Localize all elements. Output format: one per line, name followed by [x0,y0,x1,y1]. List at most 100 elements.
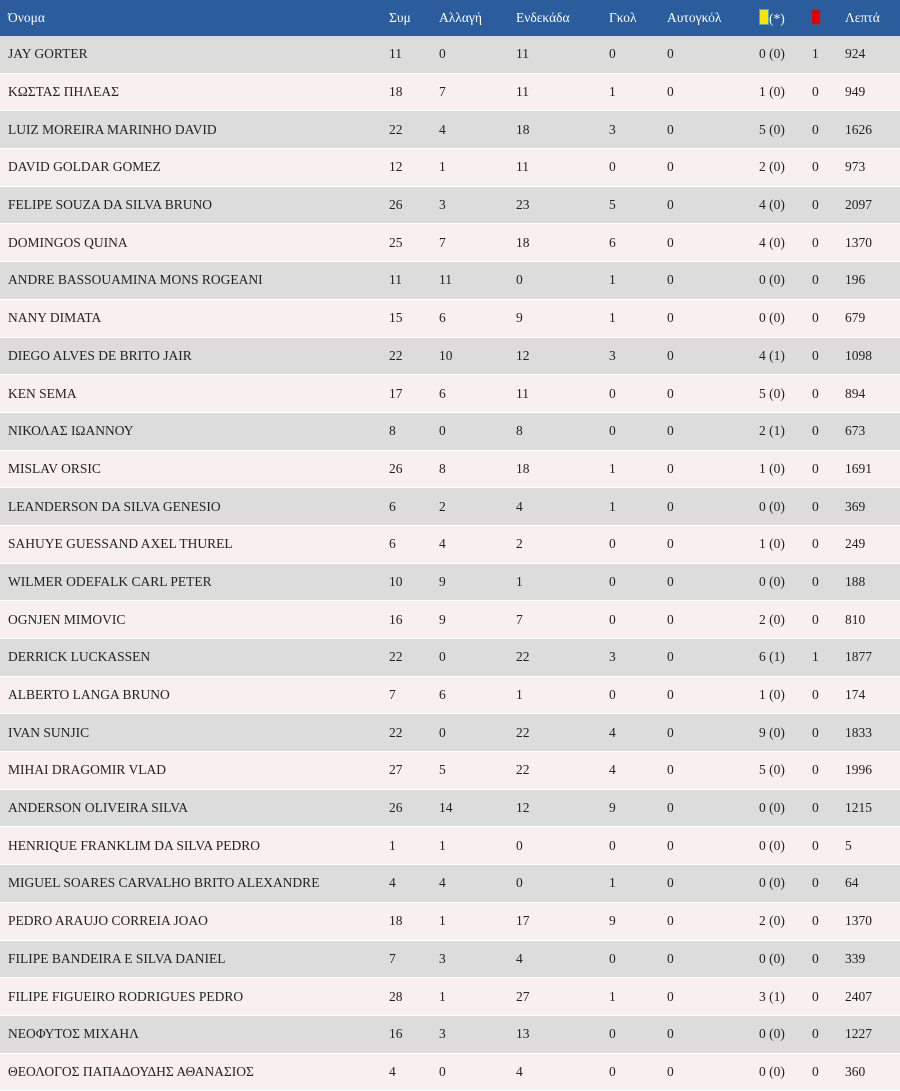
cell-apps: 6 [389,525,439,564]
cell-yellow-cards: 5 (0) [759,751,812,790]
cell-goals: 0 [609,563,667,602]
cell-apps: 25 [389,223,439,263]
cell-red-cards: 1 [812,36,845,74]
cell-starts: 7 [516,600,609,639]
cell-own-goals: 0 [667,148,759,187]
table-row: ANDRE BASSOUAMINA MONS ROGEANI 11 11 0 1 0 0 (… [0,261,900,300]
header-name[interactable]: Όνομα [0,0,389,36]
cell-goals: 0 [609,600,667,639]
cell-subs: 1 [439,977,516,1016]
cell-starts: 22 [516,713,609,753]
cell-subs: 6 [439,676,516,715]
cell-red-cards: 0 [812,1015,845,1054]
cell-red-cards: 0 [812,525,845,564]
cell-player-name[interactable]: FILIPE FIGUEIRO RODRIGUES PEDRO [0,977,389,1016]
header-own-goals[interactable]: Αυτογκόλ [667,0,759,36]
cell-starts: 11 [516,148,609,187]
cell-player-name[interactable]: ANDRE BASSOUAMINA MONS ROGEANI [0,261,389,300]
cell-player-name[interactable]: ANDERSON OLIVEIRA SILVA [0,789,389,828]
cell-player-name[interactable]: ΝΙΚΟΛΑΣ ΙΩΑΝΝΟΥ [0,412,389,451]
cell-player-name[interactable]: MISLAV ORSIC [0,450,389,489]
cell-player-name[interactable]: MIHAI DRAGOMIR VLAD [0,751,389,790]
cell-player-name[interactable]: DOMINGOS QUINA [0,223,389,263]
cell-apps: 11 [389,36,439,74]
cell-goals: 0 [609,148,667,187]
cell-player-name[interactable]: DAVID GOLDAR GOMEZ [0,148,389,187]
header-goals[interactable]: Γκολ [609,0,667,36]
cell-player-name[interactable]: ΘΕΟΛΟΓΟΣ ΠΑΠΑΔΟΥΔΗΣ ΑΘΑΝΑΣΙΟΣ [0,1053,389,1091]
cell-goals: 0 [609,36,667,74]
cell-player-name[interactable]: ΝΕΟΦΥΤΟΣ ΜΙΧΑΗΛ [0,1015,389,1054]
cell-minutes: 188 [845,563,900,602]
cell-subs: 6 [439,374,516,413]
cell-player-name[interactable]: ΚΩΣΤΑΣ ΠΗΛΕΑΣ [0,73,389,112]
cell-player-name[interactable]: FELIPE SOUZA DA SILVA BRUNO [0,186,389,225]
cell-player-name[interactable]: NANY DIMATA [0,299,389,338]
cell-apps: 26 [389,186,439,225]
cell-minutes: 973 [845,148,900,187]
cell-player-name[interactable]: MIGUEL SOARES CARVALHO BRITO ALEXANDRE [0,864,389,903]
header-starts[interactable]: Ενδεκάδα [516,0,609,36]
cell-own-goals: 0 [667,940,759,979]
cell-goals: 1 [609,299,667,338]
table-row: MISLAV ORSIC 26 8 18 1 0 1 (0) 0 1691 [0,450,900,489]
cell-own-goals: 0 [667,751,759,790]
cell-player-name[interactable]: WILMER ODEFALK CARL PETER [0,563,389,602]
cell-own-goals: 0 [667,864,759,903]
header-subs[interactable]: Αλλαγή [439,0,516,36]
cell-yellow-cards: 2 (0) [759,902,812,941]
cell-minutes: 949 [845,73,900,112]
cell-red-cards: 1 [812,638,845,677]
cell-red-cards: 0 [812,223,845,263]
table-row: FILIPE FIGUEIRO RODRIGUES PEDRO 28 1 27 1 0 3 … [0,977,900,1016]
cell-player-name[interactable]: LUIZ MOREIRA MARINHO DAVID [0,110,389,150]
table-row: IVAN SUNJIC 22 0 22 4 0 9 (0) 0 1833 [0,713,900,753]
cell-player-name[interactable]: KEN SEMA [0,374,389,413]
cell-subs: 0 [439,412,516,451]
cell-starts: 9 [516,299,609,338]
cell-apps: 4 [389,864,439,903]
cell-starts: 11 [516,73,609,112]
cell-apps: 26 [389,789,439,828]
cell-player-name[interactable]: JAY GORTER [0,36,389,74]
cell-player-name[interactable]: HENRIQUE FRANKLIM DA SILVA PEDRO [0,826,389,866]
cell-own-goals: 0 [667,638,759,677]
header-apps[interactable]: Συμ [389,0,439,36]
table-row: ALBERTO LANGA BRUNO 7 6 1 0 0 1 (0) 0 174 [0,676,900,715]
cell-player-name[interactable]: IVAN SUNJIC [0,713,389,753]
cell-goals: 0 [609,1053,667,1091]
header-minutes[interactable]: Λεπτά [845,0,900,36]
cell-player-name[interactable]: ALBERTO LANGA BRUNO [0,676,389,715]
cell-subs: 3 [439,1015,516,1054]
table-row: MIHAI DRAGOMIR VLAD 27 5 22 4 0 5 (0) 0 1996 [0,751,900,790]
table-row: DIEGO ALVES DE BRITO JAIR 22 10 12 3 0 4 (1) 0 1… [0,337,900,376]
cell-starts: 18 [516,223,609,263]
cell-player-name[interactable]: FILIPE BANDEIRA E SILVA DANIEL [0,940,389,979]
cell-starts: 1 [516,676,609,715]
cell-apps: 6 [389,487,439,526]
cell-red-cards: 0 [812,299,845,338]
cell-player-name[interactable]: SAHUYE GUESSAND AXEL THUREL [0,525,389,564]
table-row: SAHUYE GUESSAND AXEL THUREL 6 4 2 0 0 1 (0) 0 24… [0,525,900,564]
cell-starts: 17 [516,902,609,941]
cell-subs: 7 [439,223,516,263]
cell-player-name[interactable]: DIEGO ALVES DE BRITO JAIR [0,337,389,376]
cell-red-cards: 0 [812,864,845,903]
yellow-card-icon [759,9,769,25]
table-row: DERRICK LUCKASSEN 22 0 22 3 0 6 (1) 1 1877 [0,638,900,677]
table-row: HENRIQUE FRANKLIM DA SILVA PEDRO 1 1 0 0 0 0 (… [0,826,900,866]
cell-player-name[interactable]: LEANDERSON DA SILVA GENESIO [0,487,389,526]
table-row: KEN SEMA 17 6 11 0 0 5 (0) 0 894 [0,374,900,413]
cell-apps: 17 [389,374,439,413]
cell-yellow-cards: 0 (0) [759,1015,812,1054]
cell-red-cards: 0 [812,751,845,790]
cell-own-goals: 0 [667,600,759,639]
cell-player-name[interactable]: PEDRO ARAUJO CORREIA JOAO [0,902,389,941]
header-yellow[interactable]: (*) [759,0,812,36]
cell-starts: 1 [516,563,609,602]
cell-subs: 1 [439,826,516,866]
header-red[interactable] [812,0,845,36]
cell-player-name[interactable]: DERRICK LUCKASSEN [0,638,389,677]
cell-player-name[interactable]: OGNJEN MIMOVIC [0,600,389,639]
cell-red-cards: 0 [812,110,845,150]
